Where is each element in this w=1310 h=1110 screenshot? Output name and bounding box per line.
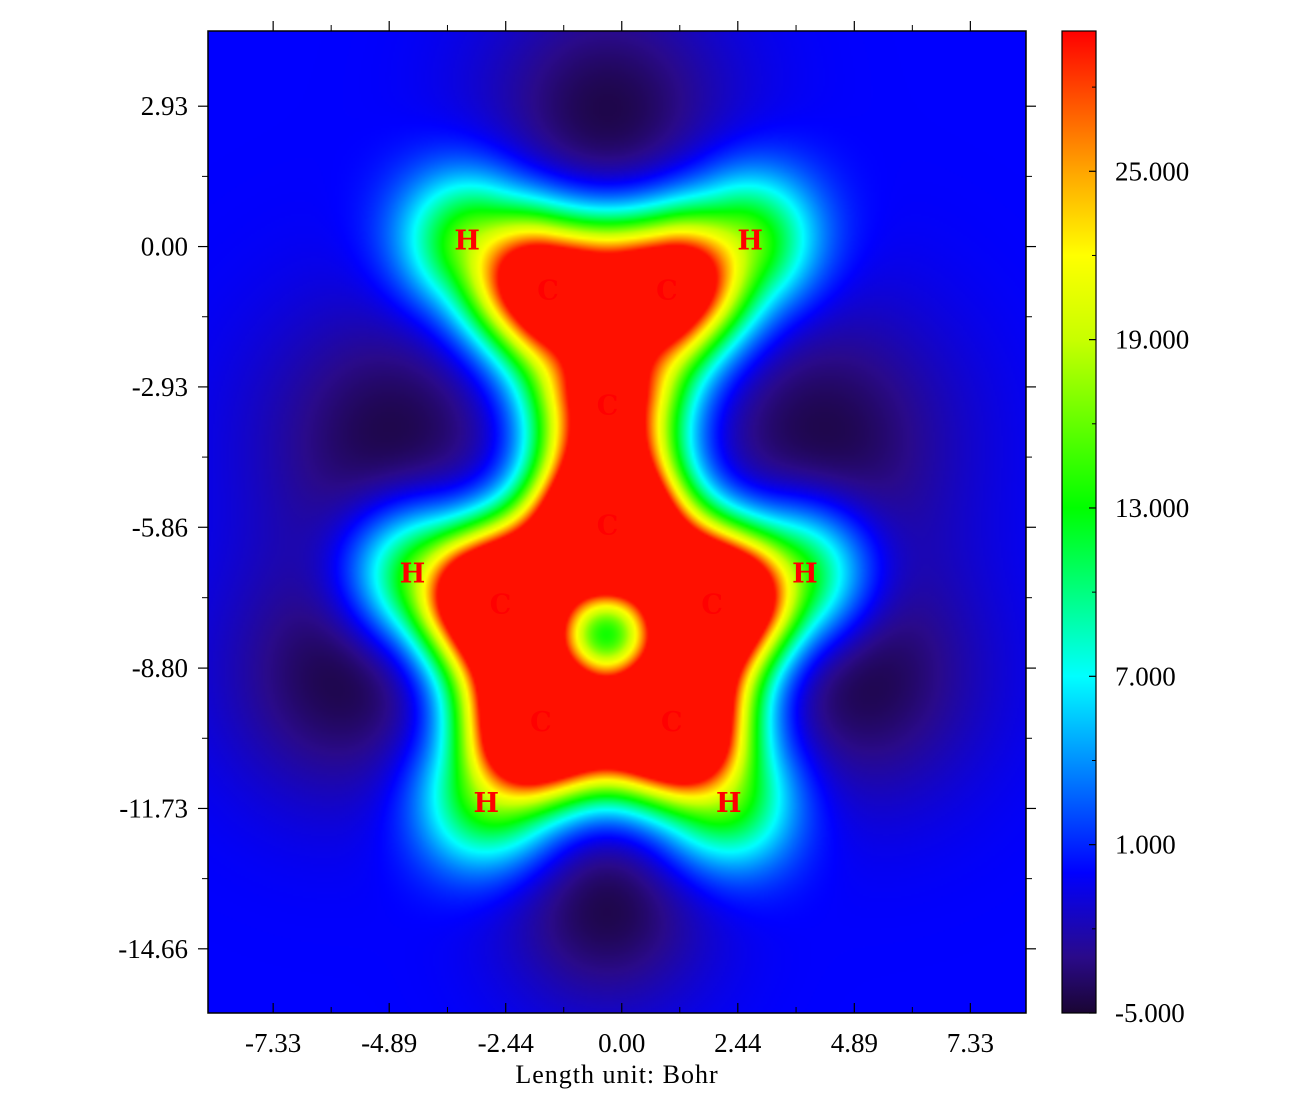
plot-area [208, 31, 1026, 1013]
x-tick-label: -2.44 [478, 1028, 535, 1058]
x-tick-label: 0.00 [598, 1028, 645, 1058]
y-tick-label: -5.86 [132, 512, 188, 542]
colorbar-tick-label: -5.000 [1115, 998, 1185, 1028]
atom-label-c: C [597, 510, 619, 541]
atom-label-c: C [597, 391, 619, 422]
colorbar-ticks: 25.000 19.000 13.000 7.000 1.000 -5.000 [1089, 86, 1189, 1028]
y-axis: 2.93 0.00 -2.93 -5.86 -8.80 -11.73 -14.66 [118, 91, 1036, 964]
y-tick-label: -8.80 [132, 653, 188, 683]
colorbar-frame [1061, 30, 1097, 1014]
colorbar-tick-label: 13.000 [1115, 493, 1189, 523]
atom-label-h: H [400, 558, 426, 589]
x-axis-title: Length unit: Bohr [515, 1060, 718, 1089]
x-axis: -7.33 -4.89 -2.44 0.00 2.44 4.89 7.33 [245, 21, 994, 1058]
atom-label-h: H [716, 788, 742, 819]
colorbar: 25.000 19.000 13.000 7.000 1.000 -5.000 [1061, 30, 1189, 1028]
atom-label-c: C [656, 276, 678, 307]
y-tick-label: -11.73 [119, 793, 188, 823]
atom-label-c: C [537, 276, 559, 307]
plot-frame [207, 30, 1027, 1014]
x-tick-label: -4.89 [361, 1028, 417, 1058]
x-tick-label: 2.44 [714, 1028, 762, 1058]
atom-label-h: H [792, 558, 818, 589]
atom-label-c: C [530, 707, 552, 738]
colorbar-gradient [1062, 31, 1096, 1013]
atom-label-h: H [737, 225, 763, 256]
x-tick-label: -7.33 [245, 1028, 301, 1058]
atom-label-h: H [454, 225, 480, 256]
heatmap-image [208, 31, 1026, 1013]
y-tick-label: 0.00 [141, 232, 188, 262]
colorbar-tick-label: 25.000 [1115, 156, 1189, 186]
colorbar-tick-label: 1.000 [1115, 830, 1176, 860]
y-tick-label: 2.93 [141, 91, 188, 121]
colorbar-tick-label: 19.000 [1115, 325, 1189, 355]
atom-label-c: C [701, 589, 723, 620]
atom-label-c: C [490, 589, 512, 620]
y-tick-label: -14.66 [118, 934, 188, 964]
atom-labels: H H C C C C H H C C C C H H [400, 225, 818, 819]
x-tick-label: 7.33 [947, 1028, 994, 1058]
x-tick-label: 4.89 [831, 1028, 878, 1058]
y-tick-label: -2.93 [132, 372, 188, 402]
atom-label-c: C [661, 707, 683, 738]
colorbar-tick-label: 7.000 [1115, 661, 1176, 691]
atom-label-h: H [473, 788, 499, 819]
